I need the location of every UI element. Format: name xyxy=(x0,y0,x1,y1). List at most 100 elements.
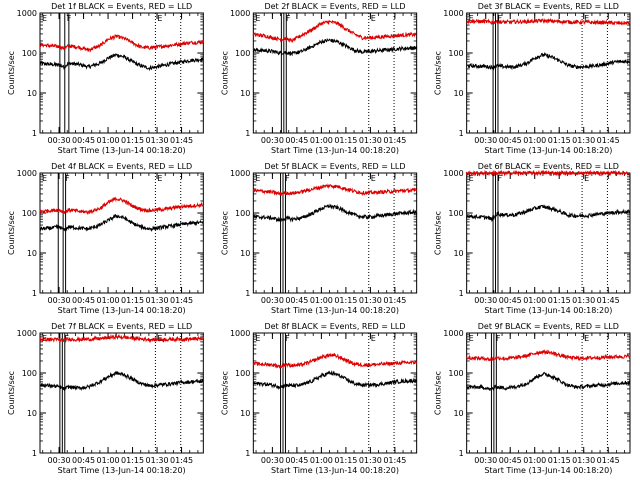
x-tick-label: 00:45 xyxy=(285,456,308,465)
chart-title: Det 2f BLACK = Events, RED = LLD xyxy=(264,2,405,11)
chart-title: Det 1f BLACK = Events, RED = LLD xyxy=(51,2,192,11)
x-tick-label: 00:30 xyxy=(261,136,284,145)
y-tick-label: 1 xyxy=(245,129,250,138)
x-tick-label: 01:45 xyxy=(170,456,193,465)
x-tick-label: 01:45 xyxy=(170,296,193,305)
y-tick-label: 1 xyxy=(459,289,464,298)
x-tick-label: 01:00 xyxy=(523,136,546,145)
event-marker-letter: E xyxy=(584,14,589,23)
x-tick-label: 00:30 xyxy=(474,296,497,305)
x-tick-label: 00:45 xyxy=(499,136,522,145)
x-tick-label: 01:15 xyxy=(334,136,357,145)
x-tick-label: 00:30 xyxy=(48,136,71,145)
x-tick-label: 01:15 xyxy=(121,296,144,305)
y-tick-label: 10 xyxy=(27,89,37,98)
x-tick-label: 01:45 xyxy=(170,136,193,145)
x-tick-label: 01:45 xyxy=(383,456,406,465)
panel-det-7f: Det 7f BLACK = Events, RED = LLD 1 10 100 10… xyxy=(7,322,204,475)
y-tick-label: 10 xyxy=(240,409,250,418)
y-tick-label: 10 xyxy=(453,89,463,98)
panel-det-8f: Det 8f BLACK = Events, RED = LLD 1 10 100 10… xyxy=(220,322,418,475)
y-tick-label: 1000 xyxy=(230,9,250,18)
x-tick-label: 01:30 xyxy=(359,136,382,145)
lld-series-line xyxy=(466,349,631,362)
y-axis-label: Counts/sec xyxy=(7,51,16,95)
lld-series-line xyxy=(39,333,204,344)
event-marker-letter: E xyxy=(157,174,162,183)
event-marker-letter: F xyxy=(285,334,290,343)
lld-series-line xyxy=(466,169,631,177)
event-marker-letter: E xyxy=(255,174,260,183)
x-axis-label: Start Time (13-Jun-14 00:18:20) xyxy=(58,146,186,155)
x-tick-label: 00:45 xyxy=(72,456,95,465)
x-tick-label: 01:00 xyxy=(310,296,333,305)
x-tick-label: 01:45 xyxy=(383,136,406,145)
lld-series-line xyxy=(39,196,204,216)
x-tick-label: 00:30 xyxy=(261,296,284,305)
y-tick-label: 100 xyxy=(448,209,463,218)
x-tick-label: 01:00 xyxy=(523,296,546,305)
y-tick-label: 100 xyxy=(22,369,37,378)
y-tick-label: 1 xyxy=(245,449,250,458)
x-tick-label: 01:00 xyxy=(97,296,120,305)
x-tick-label: 01:15 xyxy=(548,296,571,305)
x-tick-label: 01:15 xyxy=(548,136,571,145)
lld-series-line xyxy=(39,34,204,53)
event-marker-letter: E xyxy=(42,174,47,183)
y-tick-label: 1000 xyxy=(17,9,37,18)
panel-det-6f: Det 6f BLACK = Events, RED = LLD 1 10 100 10… xyxy=(434,162,631,315)
x-tick-label: 01:30 xyxy=(146,456,169,465)
y-tick-label: 10 xyxy=(453,249,463,258)
x-axis-label: Start Time (13-Jun-14 00:18:20) xyxy=(484,466,612,475)
axes-frame xyxy=(39,12,204,134)
x-axis-label: Start Time (13-Jun-14 00:18:20) xyxy=(484,306,612,315)
y-tick-label: 10 xyxy=(240,89,250,98)
event-marker-letter: F xyxy=(65,174,70,183)
event-marker-letter: E xyxy=(157,14,162,23)
axes-frame xyxy=(466,172,631,294)
events-series-line xyxy=(39,371,204,392)
axes-frame xyxy=(39,172,204,294)
panel-det-3f: Det 3f BLACK = Events, RED = LLD 1 10 100 10… xyxy=(434,2,631,155)
event-marker-letter: E xyxy=(469,334,474,343)
x-tick-label: 00:45 xyxy=(285,296,308,305)
x-tick-label: 01:15 xyxy=(334,296,357,305)
x-tick-label: 01:00 xyxy=(97,136,120,145)
event-marker-letter: E xyxy=(255,334,260,343)
y-tick-label: 10 xyxy=(453,409,463,418)
x-axis-label: Start Time (13-Jun-14 00:18:20) xyxy=(58,466,186,475)
x-tick-label: 00:30 xyxy=(474,136,497,145)
chart-title: Det 6f BLACK = Events, RED = LLD xyxy=(478,162,619,171)
x-tick-label: 01:30 xyxy=(359,296,382,305)
events-series-line xyxy=(466,51,631,71)
axes-frame xyxy=(252,172,418,294)
y-tick-label: 100 xyxy=(448,369,463,378)
y-tick-label: 100 xyxy=(235,209,250,218)
y-axis-label: Counts/sec xyxy=(7,371,16,415)
x-tick-label: 01:30 xyxy=(572,296,595,305)
x-tick-label: 00:30 xyxy=(474,456,497,465)
x-tick-label: 01:00 xyxy=(523,456,546,465)
chart-title: Det 4f BLACK = Events, RED = LLD xyxy=(51,162,192,171)
x-tick-label: 01:30 xyxy=(572,136,595,145)
chart-title: Det 9f BLACK = Events, RED = LLD xyxy=(478,322,619,331)
event-marker-letter: F xyxy=(498,174,503,183)
event-marker-letter: F xyxy=(498,14,503,23)
event-marker-letter: E xyxy=(469,174,474,183)
x-tick-label: 01:15 xyxy=(121,456,144,465)
y-tick-label: 100 xyxy=(22,209,37,218)
events-series-line xyxy=(39,52,204,72)
y-tick-label: 10 xyxy=(27,409,37,418)
event-marker-letter: E xyxy=(371,334,376,343)
event-marker-letter: E xyxy=(584,174,589,183)
axes-frame xyxy=(252,332,418,454)
x-tick-label: 01:45 xyxy=(597,136,620,145)
event-marker-letter: F xyxy=(496,334,501,343)
event-marker-letter: E xyxy=(42,14,47,23)
axes-frame xyxy=(466,12,631,134)
chart-title: Det 7f BLACK = Events, RED = LLD xyxy=(51,322,192,331)
chart-title: Det 8f BLACK = Events, RED = LLD xyxy=(264,322,405,331)
x-tick-label: 01:30 xyxy=(359,456,382,465)
events-series-line xyxy=(253,38,418,57)
